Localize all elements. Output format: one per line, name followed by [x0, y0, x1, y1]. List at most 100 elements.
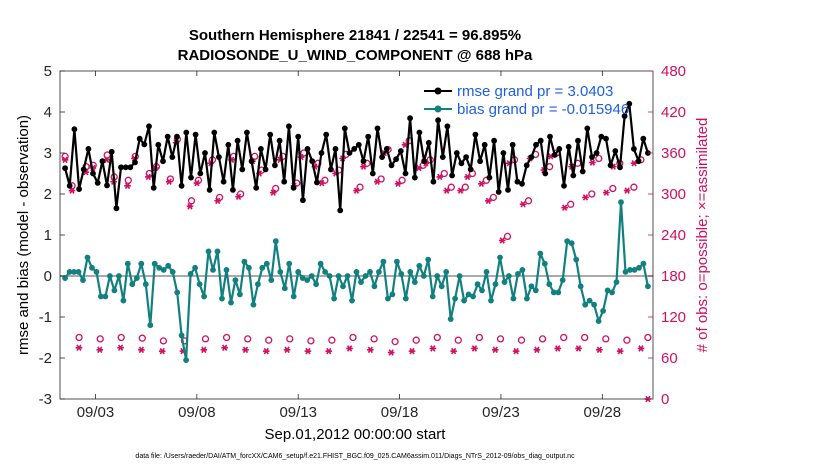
obs-assimilated-marker	[117, 344, 124, 352]
bias-marker	[228, 299, 234, 306]
right-tick-label: 120	[661, 309, 686, 326]
rmse-marker	[90, 170, 96, 177]
bias-marker	[237, 291, 243, 298]
legend-rmse-marker	[434, 87, 442, 95]
bias-marker	[595, 318, 602, 324]
rmse-marker	[603, 135, 609, 142]
bias-marker	[308, 273, 315, 279]
bias-marker	[640, 260, 647, 267]
obs-possible-marker	[124, 176, 132, 184]
rmse-marker	[477, 158, 483, 165]
obs-assimilated-marker	[138, 346, 145, 354]
obs-assimilated-marker	[186, 203, 194, 210]
rmse-marker	[421, 158, 427, 165]
rmse-marker	[551, 152, 558, 158]
obs-assimilated-marker-stroke	[187, 203, 193, 210]
rmse-marker	[281, 178, 288, 185]
bias-marker	[483, 269, 490, 275]
bias-marker	[304, 277, 311, 283]
obs-assimilated-marker-stroke	[76, 344, 82, 352]
obs-assimilated-marker-stroke	[499, 237, 505, 244]
rmse-marker	[542, 170, 549, 177]
obs-assimilated-marker-stroke	[104, 156, 110, 164]
obs-assimilated-marker	[408, 347, 416, 355]
bias-marker	[156, 264, 163, 271]
bias-marker	[559, 277, 566, 283]
rmse-marker	[481, 141, 488, 148]
bias-marker	[497, 254, 503, 261]
obs-assimilated-marker	[193, 179, 201, 187]
obs-assimilated-marker	[61, 156, 69, 164]
rmse-marker	[150, 184, 157, 191]
obs-possible-marker	[265, 336, 273, 344]
obs-assimilated-marker	[436, 173, 444, 181]
obs-possible-marker	[588, 190, 596, 198]
left-tick-label: 5	[44, 63, 52, 80]
obs-assimilated-marker	[374, 178, 381, 185]
legend-rmse-label: rmse grand pr = 3.0403	[457, 83, 613, 100]
obs-assimilated-marker	[200, 346, 208, 354]
obs-possible-marker	[581, 333, 589, 342]
rmse-marker	[118, 164, 124, 171]
bias-marker	[550, 289, 557, 296]
bias-marker	[219, 295, 225, 302]
obs-assimilated-marker	[637, 345, 645, 352]
obs-assimilated-marker-stroke	[631, 159, 637, 167]
bias-marker	[246, 264, 252, 271]
rmse-marker	[71, 126, 78, 133]
obs-assimilated-marker-stroke	[305, 347, 311, 355]
obs-possible-marker	[475, 333, 484, 342]
rmse-marker	[523, 162, 530, 169]
obs-assimilated-marker	[485, 197, 492, 205]
rmse-marker	[533, 141, 539, 148]
rmse-marker	[164, 133, 171, 140]
bias-marker	[416, 262, 423, 269]
obs-assimilated-marker	[283, 346, 291, 354]
obs-assimilated-marker-stroke	[485, 197, 491, 205]
bias-marker	[470, 293, 476, 300]
rmse-marker	[234, 137, 241, 144]
right-tick-label: 180	[661, 268, 686, 285]
bias-marker	[555, 289, 562, 296]
obs-possible-marker	[307, 337, 315, 345]
bias-marker	[420, 273, 427, 279]
rmse-marker	[80, 166, 87, 173]
bias-marker	[380, 258, 387, 265]
bias-marker	[358, 279, 364, 285]
obs-assimilated-marker	[616, 347, 624, 355]
obs-possible-marker	[447, 183, 455, 191]
obs-possible-marker	[567, 200, 575, 208]
obs-possible-marker	[496, 335, 505, 343]
rmse-marker	[617, 164, 623, 171]
bias-marker	[573, 256, 580, 263]
rmse-marker	[206, 187, 213, 193]
bias-marker	[299, 275, 306, 281]
rmse-marker	[220, 178, 227, 185]
bias-marker	[107, 273, 113, 279]
rmse-marker	[141, 141, 148, 148]
obs-assimilated-marker-stroke	[388, 349, 394, 356]
bias-marker	[461, 297, 467, 304]
rmse-marker	[486, 174, 493, 181]
rmse-marker	[188, 174, 194, 181]
obs-assimilated-marker-stroke	[638, 345, 644, 352]
obs-assimilated-marker-stroke	[242, 346, 249, 354]
obs-assimilated-marker-stroke	[83, 168, 89, 176]
obs-possible-marker	[349, 333, 357, 342]
bias-marker	[488, 297, 494, 304]
left-tick-label: 0	[44, 268, 52, 285]
obs-assimilated-marker-stroke	[478, 180, 485, 188]
bias-marker	[80, 277, 86, 283]
obs-possible-marker	[644, 333, 652, 342]
rmse-marker	[463, 154, 469, 161]
rmse-marker	[160, 158, 166, 165]
bias-marker	[98, 293, 104, 300]
obs-assimilated-marker-stroke	[457, 187, 464, 194]
rmse-marker	[626, 100, 633, 107]
bias-marker	[537, 250, 544, 257]
obs-assimilated-marker-stroke	[492, 346, 498, 354]
obs-assimilated-marker-stroke	[326, 347, 332, 355]
obs-possible-marker	[461, 183, 469, 191]
bias-marker	[349, 297, 355, 304]
rmse-marker	[467, 166, 474, 173]
